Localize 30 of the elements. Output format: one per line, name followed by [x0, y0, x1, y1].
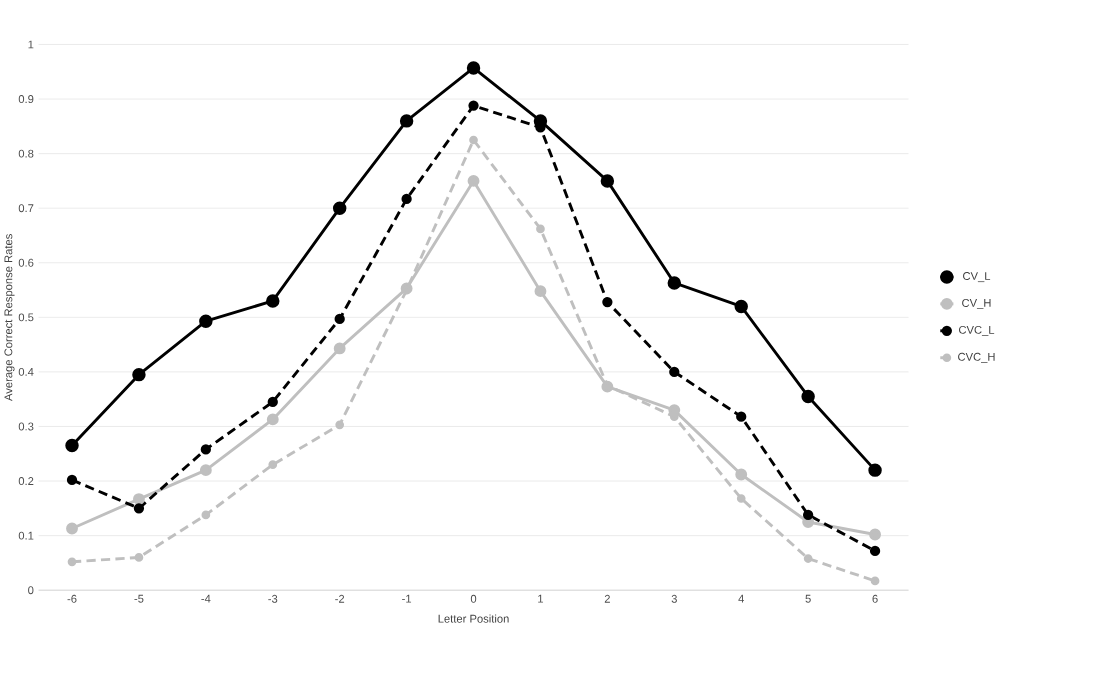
x-tick-label: 2: [604, 594, 610, 603]
y-tick-label: 0.6: [18, 258, 34, 267]
legend-label: CVC_H: [958, 352, 995, 363]
x-tick-label: 1: [538, 594, 544, 603]
y-tick-label: 0.8: [18, 149, 34, 158]
x-tick-label: 4: [738, 594, 745, 603]
y-tick-label: 0.9: [18, 95, 34, 103]
y-tick-label: 0.3: [18, 422, 34, 431]
y-tick-label: 0.5: [18, 313, 34, 322]
y-tick-label: 0.4: [18, 367, 34, 376]
y-tick-label: 0: [28, 586, 34, 595]
y-tick-label: 0.1: [18, 531, 34, 540]
legend-label: CV_L: [963, 271, 991, 283]
x-tick-label: 0: [470, 594, 477, 603]
x-tick-label: -3: [268, 594, 278, 603]
y-tick-label: 0.7: [18, 204, 34, 213]
legend-label: CVC_L: [959, 325, 995, 336]
x-tick-label: -6: [67, 594, 77, 603]
x-tick-label: -5: [134, 594, 144, 603]
y-tick-label: 0.2: [18, 477, 34, 485]
y-axis-title: Average Correct Response Rates: [4, 234, 15, 401]
x-tick-label: -2: [335, 594, 345, 603]
y-tick-label: 1: [28, 40, 34, 49]
x-tick-label: -1: [402, 594, 412, 603]
legend-label: CV_H: [962, 298, 991, 309]
x-tick-label: -4: [201, 594, 211, 603]
x-tick-label: 3: [671, 594, 677, 603]
x-axis-title: Letter Position: [438, 614, 509, 623]
x-tick-label: 6: [872, 594, 878, 603]
x-tick-label: 5: [805, 594, 811, 603]
